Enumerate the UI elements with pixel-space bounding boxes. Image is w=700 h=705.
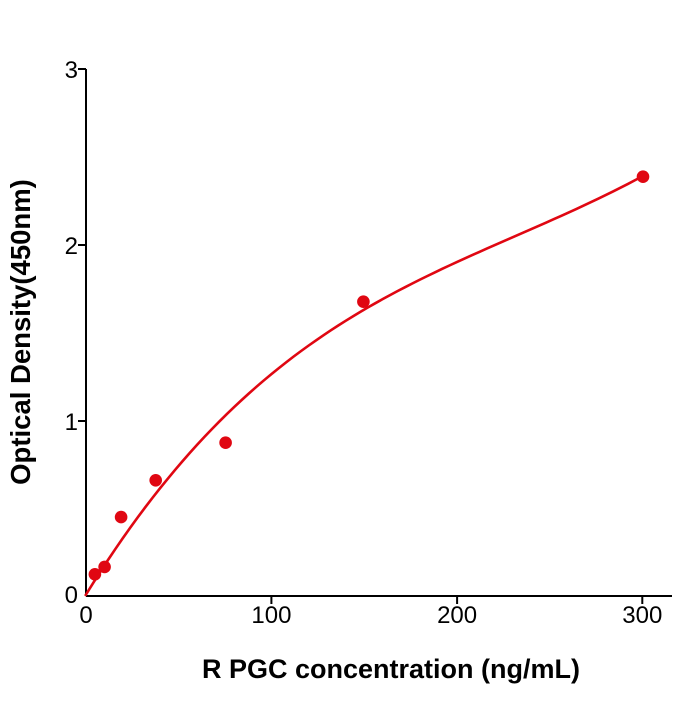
svg-text:1: 1 bbox=[65, 409, 78, 436]
svg-text:300: 300 bbox=[622, 602, 662, 629]
svg-text:200: 200 bbox=[437, 602, 477, 629]
svg-text:3: 3 bbox=[65, 57, 78, 84]
svg-text:0: 0 bbox=[65, 582, 78, 609]
svg-text:100: 100 bbox=[251, 602, 291, 629]
svg-text:R PGC concentration (ng/mL): R PGC concentration (ng/mL) bbox=[202, 654, 580, 684]
svg-text:2: 2 bbox=[65, 233, 78, 260]
svg-text:Optical Density(450nm): Optical Density(450nm) bbox=[5, 179, 36, 485]
svg-text:0: 0 bbox=[79, 602, 92, 629]
